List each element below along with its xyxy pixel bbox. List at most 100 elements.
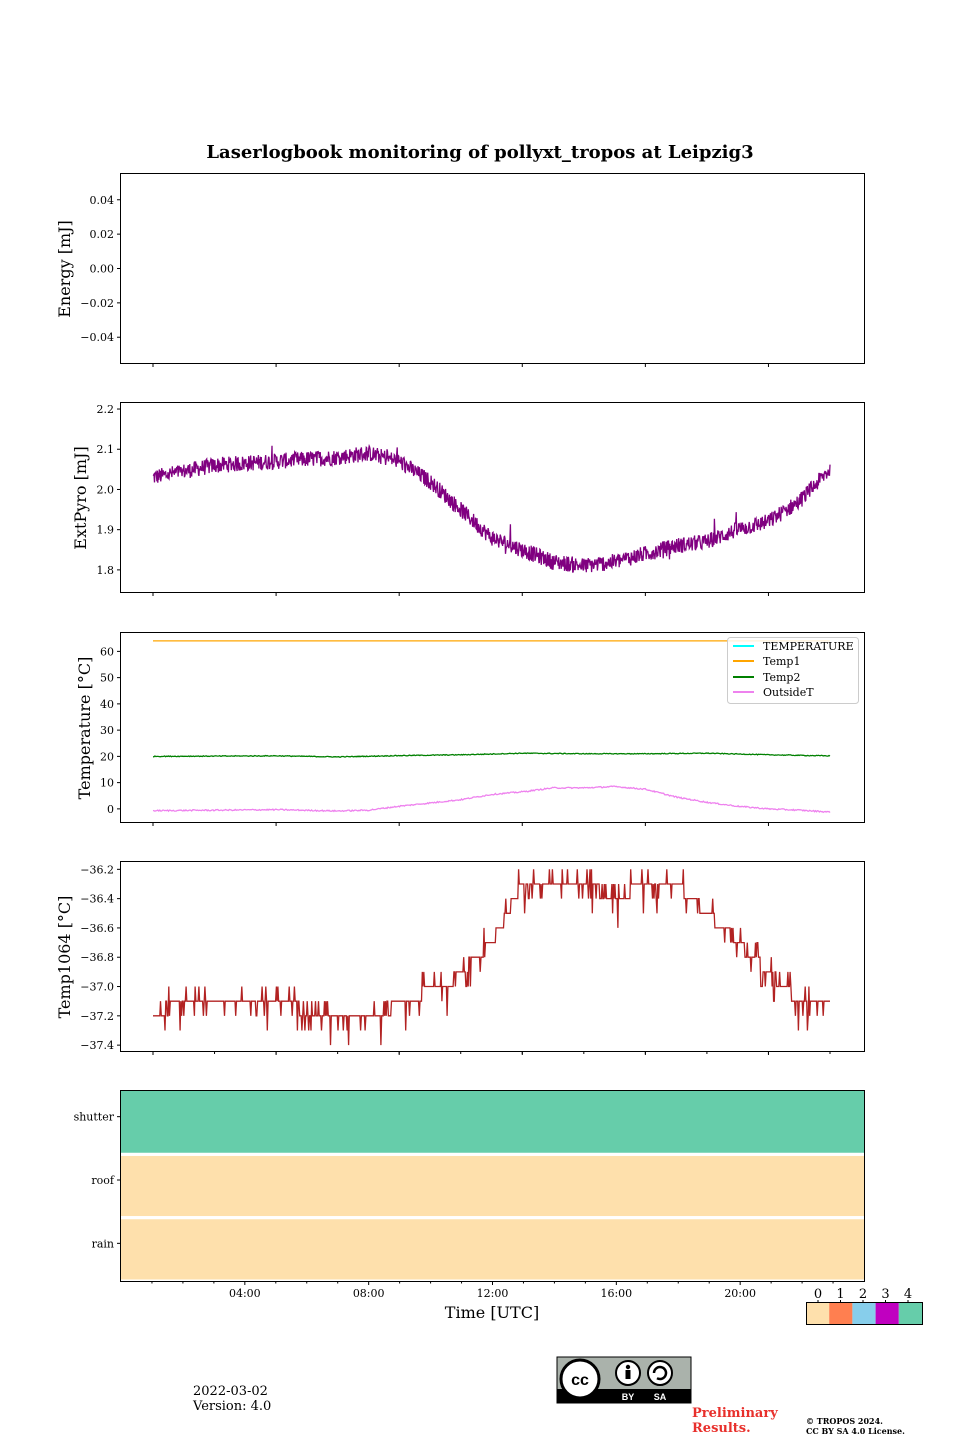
temperature-legend: TEMPERATURE Temp1 Temp2 OutsideT <box>727 637 859 704</box>
extpyro-series <box>152 443 831 573</box>
energy-ylabel: Energy [mJ] <box>55 220 74 318</box>
energy-yticks: 0.04 0.02 0.00 −0.02 −0.04 <box>80 194 121 344</box>
ytick-label: −0.02 <box>80 297 114 310</box>
by-icon-body <box>625 1370 631 1379</box>
ytick-label: 20 <box>100 750 114 763</box>
legend-label-temp1: Temp1 <box>763 655 800 668</box>
extpyro-yticks: 2.2 2.1 2.0 1.9 1.8 <box>97 403 121 577</box>
temp1064-ylabel: Temp1064 [°C] <box>55 896 74 1019</box>
status-row-label: rain <box>92 1237 114 1250</box>
cc-license-badge: cc BY SA <box>556 1356 692 1404</box>
status-row-label: roof <box>91 1174 115 1187</box>
legend-label-temp2: Temp2 <box>763 671 800 684</box>
cc-icon <box>559 1358 601 1400</box>
colorbar-swatch-0 <box>806 1302 830 1324</box>
ytick-label: 0 <box>107 803 114 816</box>
temperature-yticks: 60 50 40 30 20 10 0 <box>100 645 121 816</box>
by-icon-head <box>625 1364 631 1370</box>
colorbar-swatch-2 <box>852 1302 876 1324</box>
colorbar-swatch-3 <box>875 1302 899 1324</box>
colorbar-label: 0 <box>814 1287 822 1302</box>
ytick-label: 30 <box>100 724 114 737</box>
temp1064-yticks: −36.2 −36.4 −36.6 −36.8 −37.0 −37.2 −37.4 <box>80 863 121 1052</box>
colorbar-swatch-4 <box>898 1302 922 1324</box>
xtick-label: 16:00 <box>600 1287 632 1300</box>
time-xlabel: Time [UTC] <box>445 1303 539 1322</box>
status-row-shutter <box>121 1091 864 1153</box>
legend-label-outsidet: OutsideT <box>763 686 814 699</box>
temperature-series <box>152 640 831 814</box>
temp1064-panel: Temp1064 [°C] −36.2−36.4−36.6−36.8−37.0−… <box>55 861 865 1055</box>
energy-axes-frame <box>120 173 865 364</box>
xtick-label: 08:00 <box>353 1287 385 1300</box>
preliminary-line2: Results. <box>692 1421 751 1436</box>
temp1064-xticks <box>152 1051 831 1055</box>
sa-sharealike-icon <box>647 1360 673 1386</box>
ytick-label: −36.8 <box>80 951 114 964</box>
colorbar-label: 3 <box>881 1287 889 1302</box>
status-row-roof <box>121 1155 864 1217</box>
ytick-label: 0.02 <box>90 228 115 241</box>
by-label: BY <box>622 1392 635 1402</box>
ytick-label: 2.1 <box>97 443 115 456</box>
temp1064-series <box>153 869 830 1046</box>
ytick-label: −36.2 <box>80 863 114 876</box>
xtick-label: 12:00 <box>477 1287 509 1300</box>
line-temp2 <box>152 752 831 758</box>
footer-date: 2022-03-02 <box>193 1384 268 1399</box>
ytick-label: −37.2 <box>80 1010 114 1023</box>
temperature-ylabel: Temperature [°C] <box>75 657 94 800</box>
colorbar-label: 1 <box>836 1287 844 1302</box>
preliminary-line1: Preliminary <box>692 1406 778 1421</box>
ytick-label: 0.04 <box>90 194 115 207</box>
status-rows: shutter roof rain <box>74 1091 864 1280</box>
status-xticks: 04:00 08:00 12:00 16:00 20:00 <box>151 1281 834 1300</box>
xtick-label: 20:00 <box>724 1287 756 1300</box>
copyright-line2: CC BY SA 4.0 License. <box>806 1426 905 1436</box>
colorbar-label: 4 <box>904 1287 912 1302</box>
copyright-line1: © TROPOS 2024. <box>806 1416 883 1426</box>
ytick-label: −37.0 <box>80 981 114 994</box>
ytick-label: −37.4 <box>80 1039 114 1052</box>
colorbar-label: 2 <box>859 1287 867 1302</box>
legend-box <box>727 637 859 704</box>
temperature-xticks <box>152 822 769 826</box>
extpyro-line <box>152 443 831 573</box>
status-row-label: shutter <box>74 1111 115 1124</box>
ytick-label: 1.8 <box>97 564 115 577</box>
cc-icon-text: cc <box>571 1372 589 1389</box>
ytick-label: −36.4 <box>80 893 114 906</box>
extpyro-ylabel: ExtPyro [mJ] <box>71 446 90 549</box>
ytick-label: 2.0 <box>97 483 115 496</box>
temp1064-line <box>153 869 830 1046</box>
ytick-label: 50 <box>100 672 114 685</box>
temp1064-axes-frame <box>120 861 865 1052</box>
ytick-label: 1.9 <box>97 524 115 537</box>
temperature-axes-frame <box>120 632 865 823</box>
xtick-label: 04:00 <box>229 1287 261 1300</box>
line-outsidet <box>152 785 831 814</box>
colorbar-swatch-1 <box>829 1302 853 1324</box>
ytick-label: 0.00 <box>90 263 115 276</box>
extpyro-axes-frame <box>120 402 865 593</box>
colorbar-frame <box>806 1302 923 1325</box>
status-panel: shutter roof rain 04:00 08:00 12:00 16:00 20:0… <box>74 1090 865 1322</box>
status-row-rain <box>121 1219 864 1280</box>
extpyro-xticks <box>152 592 769 596</box>
energy-panel: Energy [mJ] 0.04 0.02 0.00 −0.02 −0.04 <box>55 173 865 367</box>
ytick-label: −36.6 <box>80 922 114 935</box>
ytick-label: 40 <box>100 698 114 711</box>
sa-icon-arrow <box>652 1365 668 1381</box>
energy-xticks <box>152 363 769 367</box>
ytick-label: 2.2 <box>97 403 115 416</box>
extpyro-panel: ExtPyro [mJ] 2.2 2.1 2.0 1.9 1.8 <box>71 402 865 596</box>
ytick-label: −0.04 <box>80 331 114 344</box>
footer-version: Version: 4.0 <box>193 1399 272 1414</box>
figure-title: Laserlogbook monitoring of pollyxt_tropo… <box>206 142 753 163</box>
temperature-panel: Temperature [°C] 60 50 40 30 20 10 0 TEMPERATU… <box>75 632 865 826</box>
legend-label-temperature: TEMPERATURE <box>763 640 854 653</box>
ytick-label: 60 <box>100 645 114 658</box>
sa-label: SA <box>654 1392 667 1402</box>
